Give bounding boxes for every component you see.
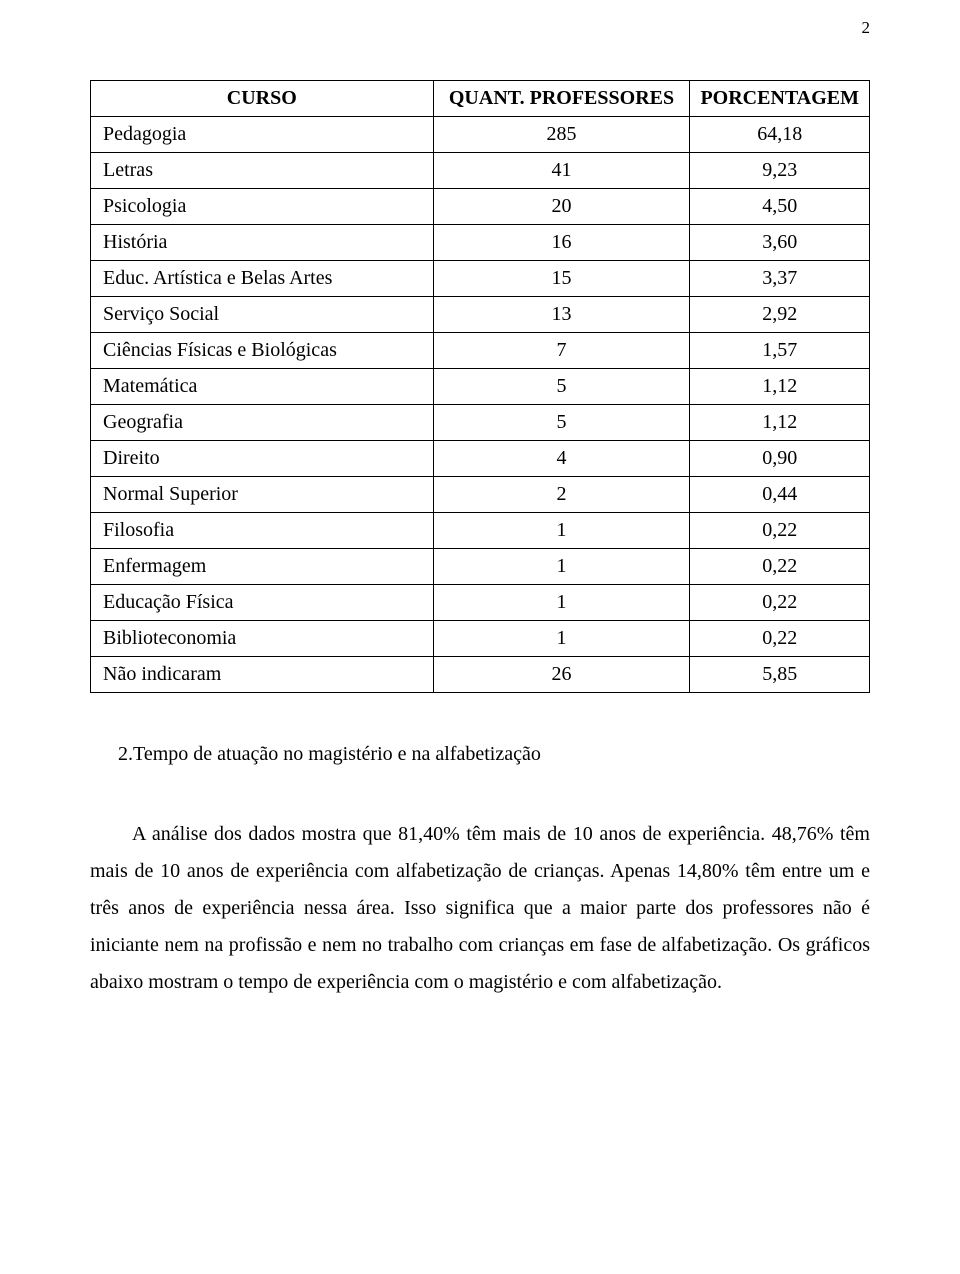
cell-quant: 5	[433, 369, 690, 405]
cell-quant: 16	[433, 225, 690, 261]
cell-pct: 0,90	[690, 441, 870, 477]
cell-curso: Educ. Artística e Belas Artes	[91, 261, 434, 297]
table-row: Normal Superior20,44	[91, 477, 870, 513]
cell-quant: 7	[433, 333, 690, 369]
cell-pct: 0,22	[690, 621, 870, 657]
cell-quant: 26	[433, 657, 690, 693]
table-row: Educ. Artística e Belas Artes153,37	[91, 261, 870, 297]
section-heading: 2.Tempo de atuação no magistério e na al…	[90, 743, 870, 766]
cell-pct: 0,44	[690, 477, 870, 513]
cell-pct: 3,60	[690, 225, 870, 261]
body-paragraph: A análise dos dados mostra que 81,40% tê…	[90, 816, 870, 1001]
table-row: História163,60	[91, 225, 870, 261]
cell-curso: Enfermagem	[91, 549, 434, 585]
table-header-row: CURSO QUANT. PROFESSORES PORCENTAGEM	[91, 81, 870, 117]
table-row: Psicologia204,50	[91, 189, 870, 225]
table-row: Biblioteconomia10,22	[91, 621, 870, 657]
cell-quant: 2	[433, 477, 690, 513]
cell-curso: Psicologia	[91, 189, 434, 225]
table-row: Direito40,90	[91, 441, 870, 477]
table-row: Serviço Social132,92	[91, 297, 870, 333]
cell-pct: 5,85	[690, 657, 870, 693]
cell-curso: Normal Superior	[91, 477, 434, 513]
table-row: Matemática51,12	[91, 369, 870, 405]
table-body: Pedagogia28564,18 Letras419,23 Psicologi…	[91, 117, 870, 693]
document-page: 2 CURSO QUANT. PROFESSORES PORCENTAGEM P…	[0, 0, 960, 1061]
cell-quant: 1	[433, 621, 690, 657]
cell-pct: 0,22	[690, 549, 870, 585]
cell-pct: 3,37	[690, 261, 870, 297]
table-row: Filosofia10,22	[91, 513, 870, 549]
cell-curso: Geografia	[91, 405, 434, 441]
cell-quant: 20	[433, 189, 690, 225]
table-row: Pedagogia28564,18	[91, 117, 870, 153]
cell-curso: Direito	[91, 441, 434, 477]
table-row: Letras419,23	[91, 153, 870, 189]
cell-quant: 4	[433, 441, 690, 477]
cell-curso: Matemática	[91, 369, 434, 405]
header-quant: QUANT. PROFESSORES	[433, 81, 690, 117]
header-curso: CURSO	[91, 81, 434, 117]
header-pct: PORCENTAGEM	[690, 81, 870, 117]
table-row: Ciências Físicas e Biológicas71,57	[91, 333, 870, 369]
cell-curso: Filosofia	[91, 513, 434, 549]
cell-pct: 2,92	[690, 297, 870, 333]
table-row: Geografia51,12	[91, 405, 870, 441]
cell-quant: 15	[433, 261, 690, 297]
cell-curso: Serviço Social	[91, 297, 434, 333]
table-row: Enfermagem10,22	[91, 549, 870, 585]
page-number: 2	[862, 18, 871, 38]
cell-pct: 1,57	[690, 333, 870, 369]
table-row: Não indicaram265,85	[91, 657, 870, 693]
cell-quant: 41	[433, 153, 690, 189]
cell-quant: 1	[433, 585, 690, 621]
cell-pct: 0,22	[690, 585, 870, 621]
cell-curso: Biblioteconomia	[91, 621, 434, 657]
cell-curso: Letras	[91, 153, 434, 189]
cell-quant: 285	[433, 117, 690, 153]
cell-pct: 0,22	[690, 513, 870, 549]
cell-curso: Educação Física	[91, 585, 434, 621]
cell-quant: 1	[433, 513, 690, 549]
cell-curso: Não indicaram	[91, 657, 434, 693]
cell-pct: 9,23	[690, 153, 870, 189]
cell-curso: História	[91, 225, 434, 261]
cell-curso: Ciências Físicas e Biológicas	[91, 333, 434, 369]
cell-curso: Pedagogia	[91, 117, 434, 153]
cursos-table: CURSO QUANT. PROFESSORES PORCENTAGEM Ped…	[90, 80, 870, 693]
cell-pct: 1,12	[690, 369, 870, 405]
cell-pct: 1,12	[690, 405, 870, 441]
cell-quant: 1	[433, 549, 690, 585]
table-row: Educação Física10,22	[91, 585, 870, 621]
cell-pct: 64,18	[690, 117, 870, 153]
cell-quant: 13	[433, 297, 690, 333]
cell-pct: 4,50	[690, 189, 870, 225]
cell-quant: 5	[433, 405, 690, 441]
